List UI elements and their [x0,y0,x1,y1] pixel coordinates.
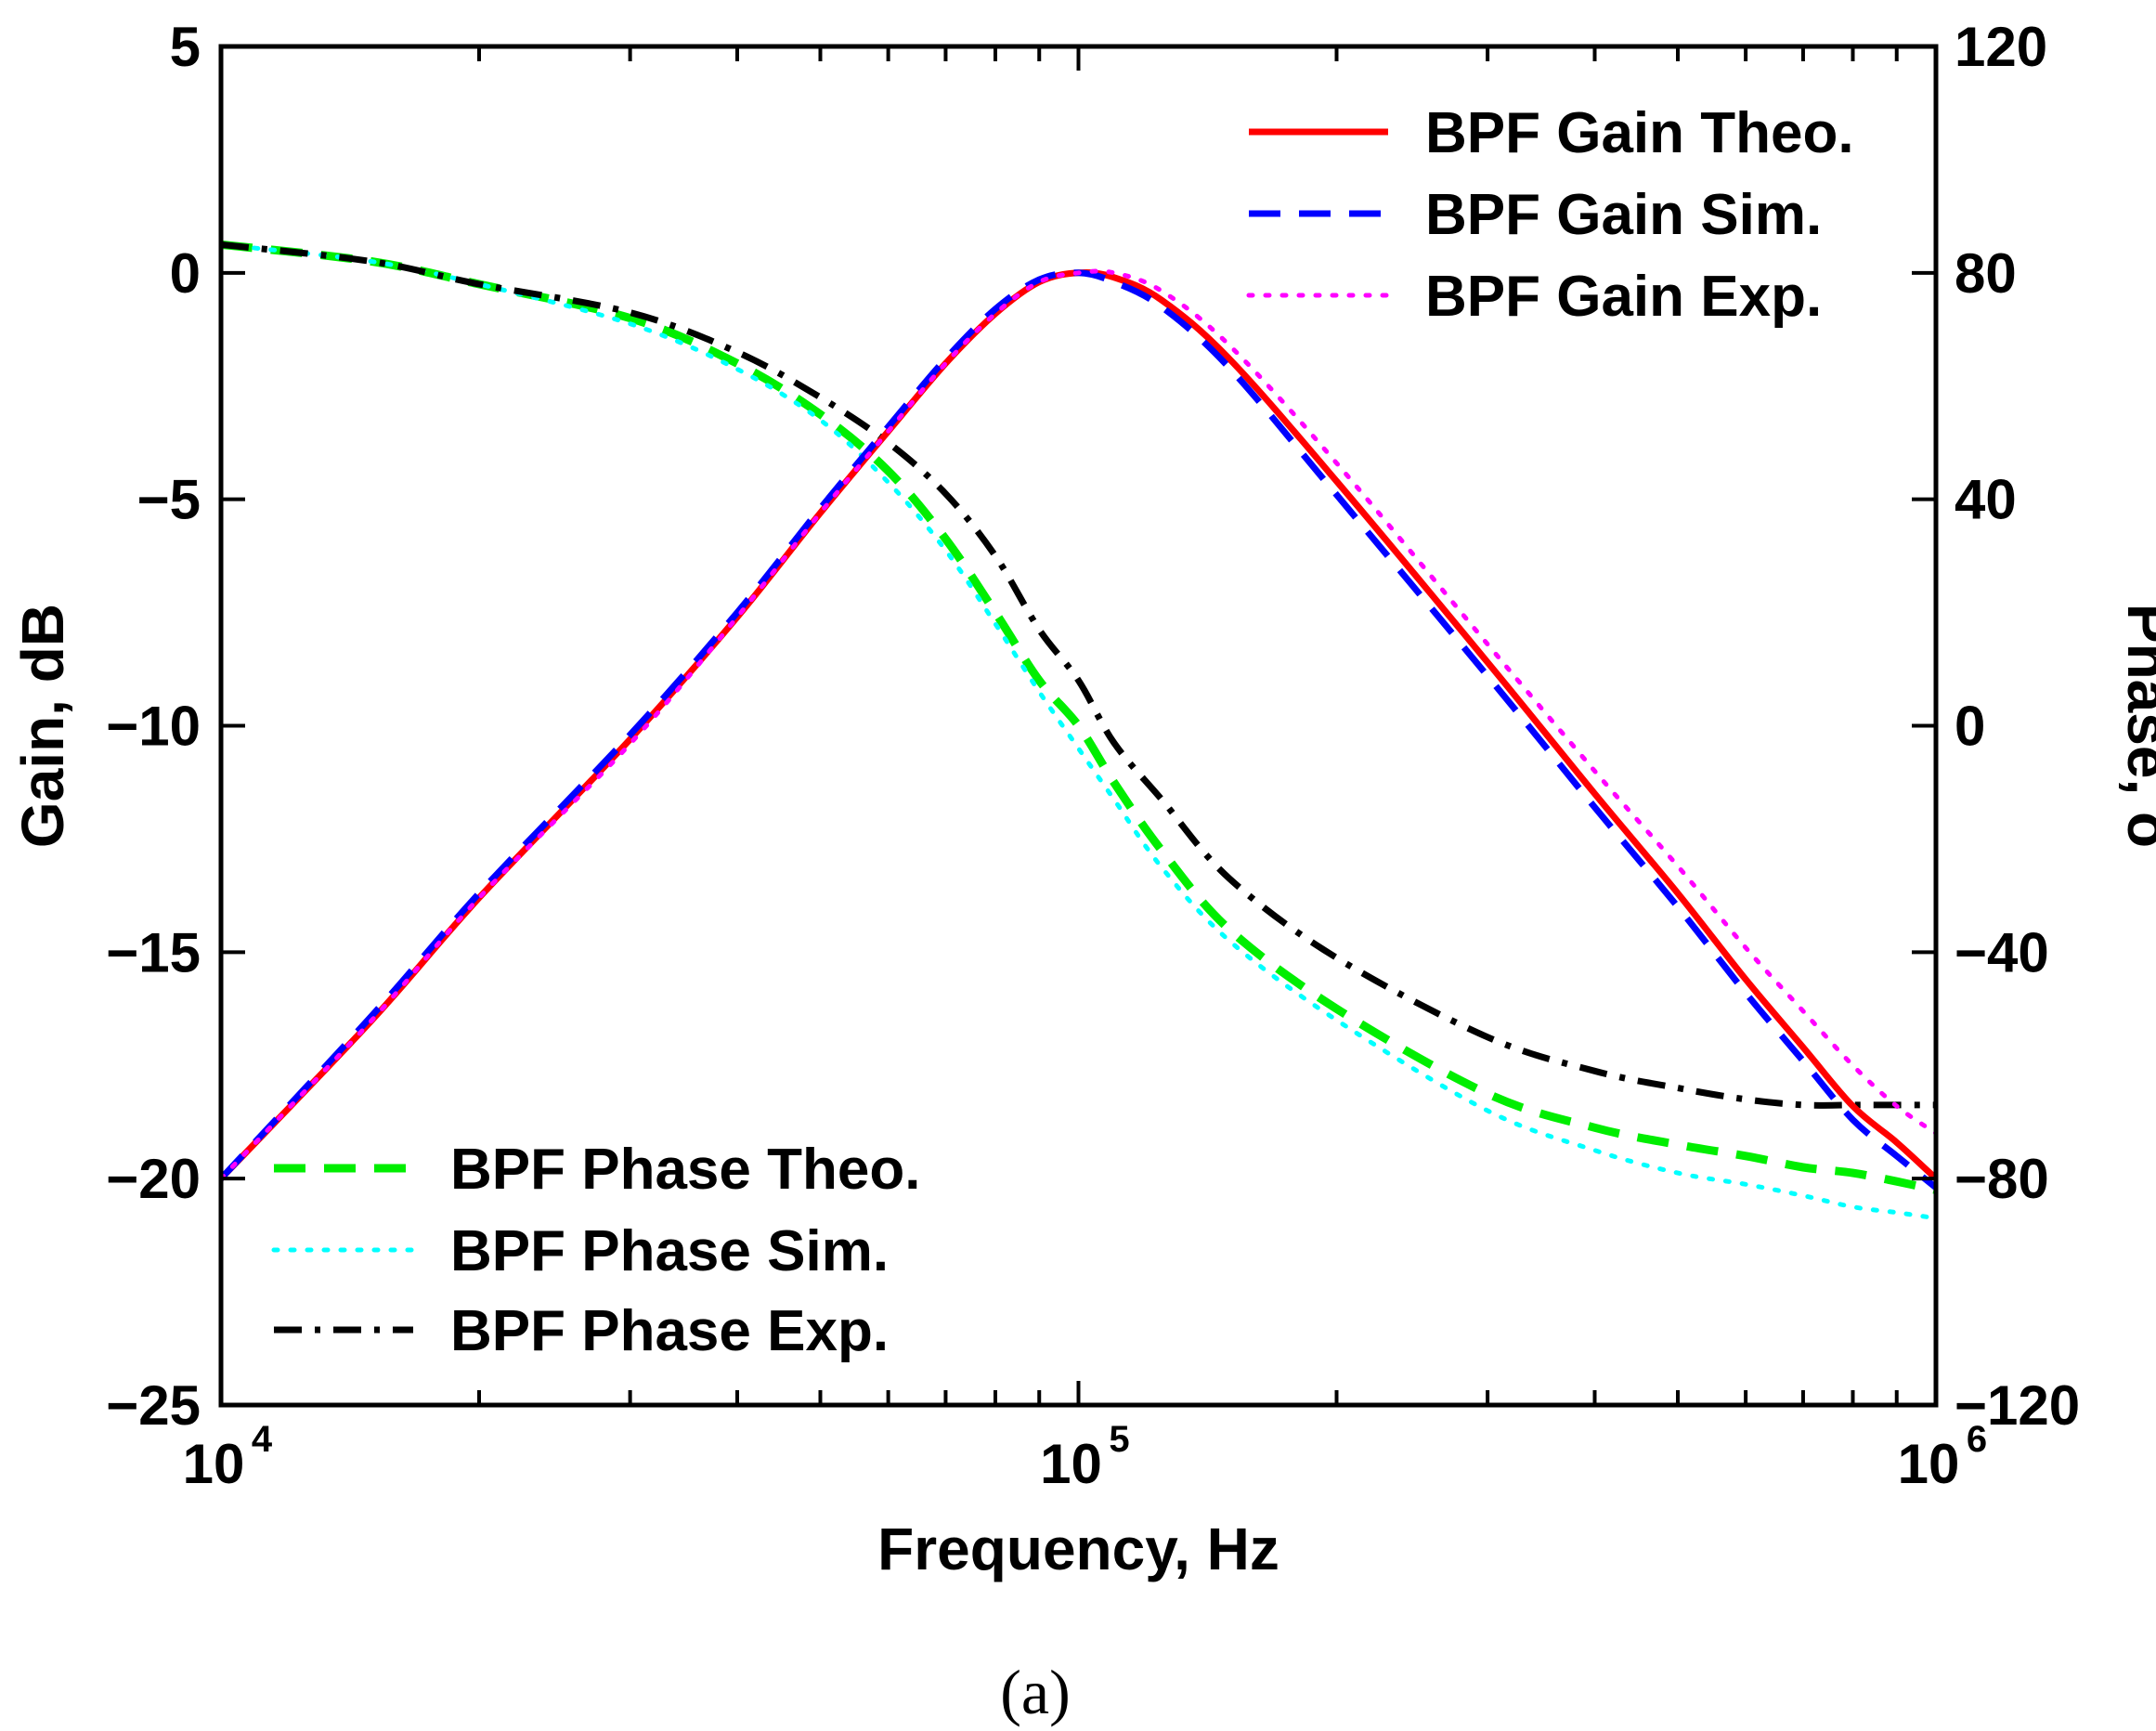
series-line-bpf-phase-sim [218,241,1939,1221]
left-y-tick-label: 0 [170,242,201,305]
left-y-axis-title: Gain, dB [9,604,76,848]
legend-label: BPF Phase Sim. [450,1219,889,1283]
left-y-tick-label: −10 [106,696,201,758]
x-tick-label: 10 [1040,1433,1102,1495]
right-y-tick-label: −40 [1955,921,2049,983]
right-y-tick-label: 80 [1955,242,2017,305]
legend-label: BPF Gain Theo. [1425,101,1854,165]
left-y-tick-label: −25 [106,1374,201,1437]
x-axis-title: Frequency, Hz [877,1516,1279,1582]
x-tick-label-exponent: 6 [1967,1419,1987,1460]
series-layer [218,240,1939,1221]
ticks-layer [219,45,1936,1407]
right-y-tick-label: 40 [1955,469,2017,531]
legend-label: BPF Phase Exp. [450,1299,889,1363]
x-tick-label-exponent: 5 [1109,1419,1129,1460]
series-line-bpf-gain-sim [218,269,1939,1191]
series-line-bpf-gain-exp [218,268,1939,1181]
series-line-bpf-phase-exp [220,241,1936,1109]
right-y-axis-title: Phase, o [2115,604,2156,848]
series-line-bpf-phase-theo [220,240,1938,1194]
panel-label: (a) [1000,1657,1070,1727]
right-y-tick-label: −80 [1955,1148,2049,1210]
left-y-tick-label: −5 [137,469,201,531]
legend-label: BPF Gain Exp. [1425,265,1822,329]
left-y-tick-label: −20 [106,1148,201,1210]
legend-layer: BPF Gain Theo. BPF Gain Sim. BPF Gain Exp.… [271,101,1854,1363]
x-tick-label-exponent: 4 [252,1419,273,1460]
x-tick-label: 10 [1898,1433,1960,1495]
left-y-tick-label: −15 [106,921,201,983]
legend-label: BPF Phase Theo. [450,1138,920,1202]
left-y-tick-label: 5 [170,16,201,78]
right-y-tick-label: 120 [1955,16,2047,78]
right-y-tick-label: 0 [1955,696,1985,758]
x-tick-label: 10 [183,1433,245,1495]
right-y-tick-label: −120 [1955,1374,2080,1437]
legend-label: BPF Gain Sim. [1425,183,1822,247]
